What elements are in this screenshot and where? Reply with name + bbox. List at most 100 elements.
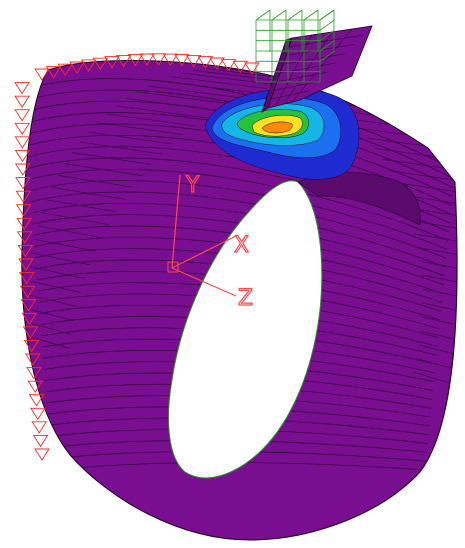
mesh-line [71, 152, 153, 165]
bc-triangle [69, 61, 85, 74]
bc-triangle [174, 54, 190, 67]
bc-triangle [24, 353, 41, 366]
lug-mesh-line [283, 31, 333, 105]
lug-mesh-line [275, 34, 313, 107]
mesh-line [29, 266, 85, 279]
mesh-line [27, 294, 77, 307]
mesh-line [410, 220, 458, 233]
mesh-line [29, 336, 70, 349]
cylinder-opening [168, 180, 323, 479]
bc-triangle [14, 149, 31, 163]
mesh-line [419, 344, 458, 358]
bc-triangle [115, 54, 132, 68]
bc-triangle [185, 55, 202, 68]
wireframe-line [287, 9, 303, 21]
bc-triangle [14, 109, 30, 122]
mesh-line [422, 302, 458, 316]
bc-triangle [16, 217, 33, 231]
bc-triangle [16, 231, 33, 244]
wireframe-line [319, 40, 335, 52]
bc-triangle [31, 421, 48, 434]
bc-triangle [14, 136, 31, 149]
bc-triangle [32, 434, 49, 448]
z-axis-line [171, 267, 237, 297]
bc-triangle [23, 339, 40, 353]
mesh-line [422, 288, 458, 302]
wireframe-line [271, 9, 287, 21]
bc-triangle [162, 53, 179, 66]
bc-triangle [34, 68, 50, 81]
mesh-line [395, 182, 458, 195]
x-axis-line [171, 234, 239, 269]
mesh-line [27, 280, 81, 293]
wireframe-line [255, 9, 271, 21]
mesh-line [31, 252, 90, 266]
bc-triangle [19, 285, 36, 298]
wireframe-line [319, 20, 335, 31]
mesh-line [421, 274, 458, 288]
bc-triangle [30, 407, 46, 421]
bc-triangle [14, 82, 30, 95]
mesh-line [46, 199, 117, 213]
wireframe-line [319, 51, 335, 62]
boundary-condition-markers [14, 53, 260, 461]
lug-mesh-line [291, 28, 353, 103]
bc-triangle [34, 448, 50, 461]
wireframe-line [319, 9, 335, 21]
mesh-line [28, 322, 72, 335]
bc-triangle [18, 258, 34, 271]
mesh-line [413, 371, 454, 385]
mesh-line [31, 202, 446, 268]
bc-triangle [209, 57, 225, 70]
mesh-line [21, 78, 456, 171]
bc-triangle [14, 163, 31, 176]
bc-triangle [20, 299, 37, 312]
bc-triangle [14, 122, 31, 136]
bc-triangle [28, 394, 45, 407]
mesh-line [181, 72, 280, 86]
y-axis-line [171, 174, 181, 269]
bc-triangle [80, 59, 97, 72]
bc-triangle [15, 190, 32, 203]
z-axis-label: Z [238, 286, 253, 311]
mesh-line [136, 91, 231, 105]
mesh-line [33, 225, 444, 286]
mesh-line [64, 163, 143, 176]
mesh-line [106, 113, 195, 127]
bc-triangle [197, 56, 214, 69]
mesh-line [37, 225, 102, 239]
bc-triangle [15, 177, 31, 190]
mesh-line [30, 191, 447, 259]
mesh-line [126, 98, 219, 111]
mesh-line [29, 180, 448, 250]
mesh-line [27, 308, 74, 321]
mesh-line [417, 247, 458, 260]
bc-triangle [26, 367, 42, 380]
triad-origin [167, 261, 179, 273]
mesh-line [34, 236, 443, 294]
mesh-line [419, 260, 458, 274]
wireframe-line [319, 30, 335, 41]
bc-triangle [22, 326, 39, 339]
bc-triangle [18, 272, 35, 285]
mesh-line [169, 76, 267, 89]
mesh-line [389, 170, 458, 183]
mesh-line [88, 131, 173, 145]
mesh-line [158, 80, 255, 94]
mesh-line [79, 141, 163, 155]
bc-triangle [92, 57, 109, 70]
bc-triangle [150, 53, 167, 66]
bc-triangle [232, 60, 249, 74]
x-axis-label: X [234, 233, 249, 258]
bc-triangle [139, 53, 155, 66]
y-axis-label: Y [185, 173, 200, 198]
wireframe-line [303, 9, 319, 21]
mesh-line [96, 122, 184, 135]
mesh-line [28, 169, 449, 241]
mesh-line [22, 89, 455, 180]
bc-triangle [15, 204, 32, 217]
mesh-line [147, 85, 243, 99]
bc-triangle [104, 56, 120, 69]
